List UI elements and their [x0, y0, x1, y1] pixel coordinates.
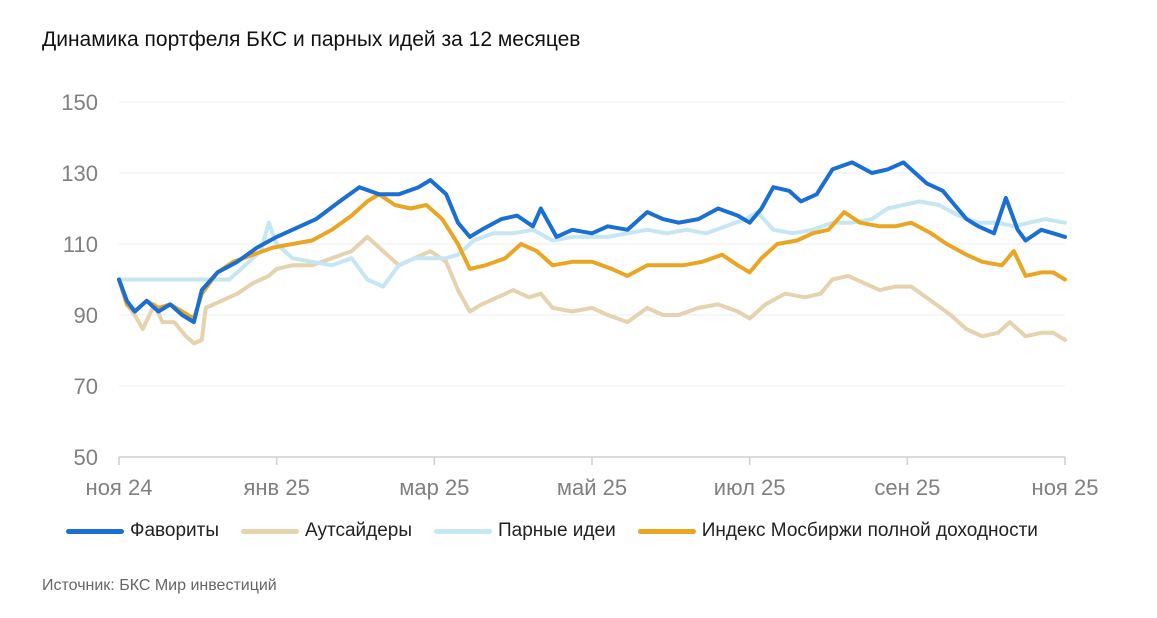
y-tick-label: 50 — [74, 445, 98, 470]
y-tick-label: 70 — [74, 374, 98, 399]
legend-item: Фавориты — [66, 520, 219, 542]
legend-item: Индекс Мосбиржи полной доходности — [637, 520, 1038, 542]
legend-swatch — [241, 528, 299, 534]
series-line — [117, 192, 1067, 321]
y-tick-label: 150 — [61, 90, 98, 115]
legend-swatch — [637, 528, 696, 534]
series-line — [117, 234, 1067, 346]
legend-swatch — [434, 528, 493, 534]
legend-label: Аутсайдеры — [305, 520, 413, 541]
chart-title: Динамика портфеля БКС и парных идей за 1… — [42, 28, 581, 51]
legend-item: Аутсайдеры — [241, 520, 412, 542]
y-tick-label: 110 — [63, 232, 98, 257]
y-tick-label: 90 — [74, 303, 98, 328]
series-lines — [117, 160, 1067, 346]
series-line — [117, 160, 1067, 325]
x-tick-label: май 25 — [557, 475, 627, 500]
x-tick-label: ноя 24 — [86, 475, 153, 500]
legend: Фавориты Аутсайдеры Парные идеи Индекс Мосб… — [66, 520, 1060, 542]
axes: 50 70 90 110 130 150 ноя 24 янв 25 мар 25 май 25 и… — [61, 90, 1098, 500]
source-note: Источник: БКС Мир инвестиций — [42, 577, 277, 594]
series-line — [117, 199, 1067, 289]
legend-swatch — [66, 528, 124, 534]
gridlines — [119, 101, 1065, 387]
x-tick-label: сен 25 — [874, 475, 940, 500]
x-tick-label: янв 25 — [243, 475, 309, 500]
x-tick-label: ноя 25 — [1032, 475, 1099, 500]
x-tick-label: июл 25 — [714, 475, 786, 500]
legend-label: Парные идеи — [498, 520, 616, 541]
legend-item: Парные идеи — [434, 520, 616, 542]
legend-label: Индекс Мосбиржи полной доходности — [701, 520, 1038, 541]
legend-label: Фавориты — [130, 520, 219, 541]
x-tick-label: мар 25 — [399, 475, 469, 500]
y-tick-label: 130 — [61, 161, 98, 186]
